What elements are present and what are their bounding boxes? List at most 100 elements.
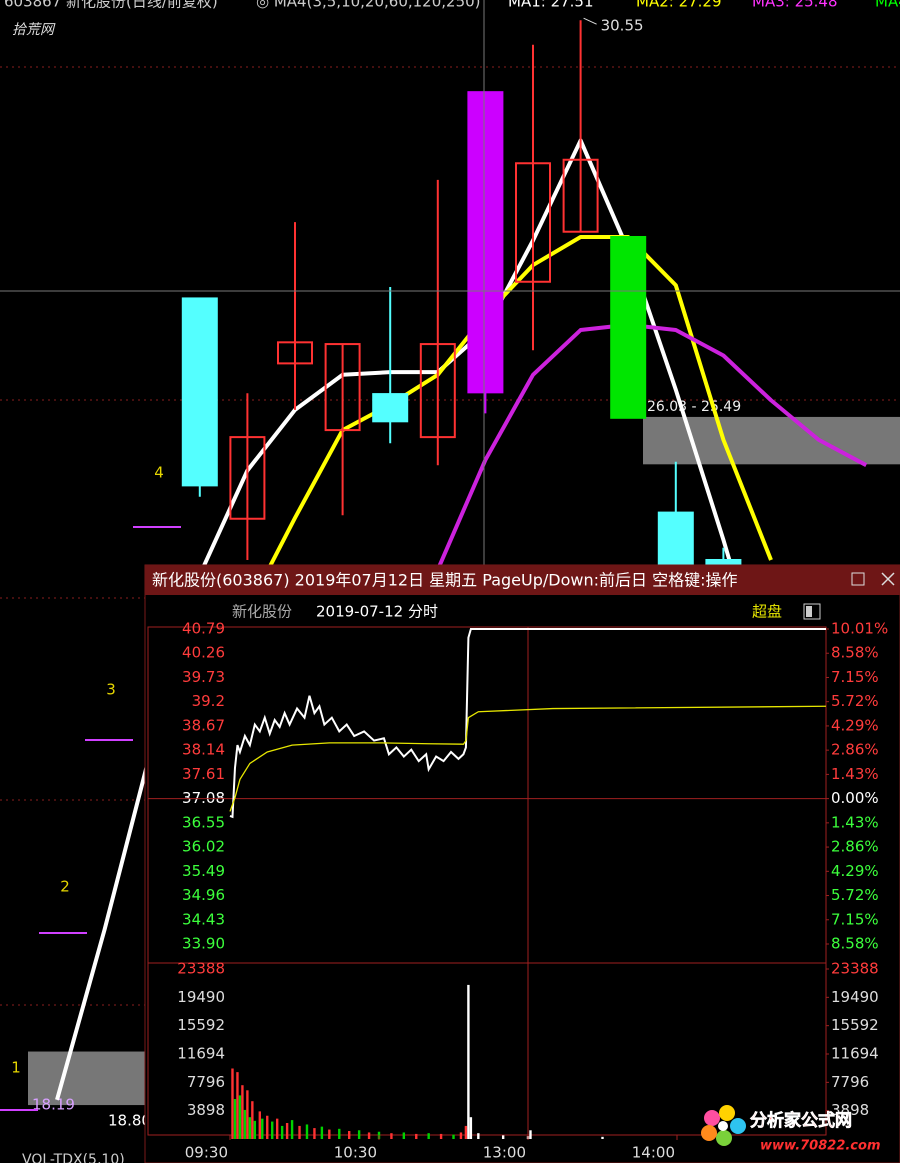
y2-tick-label: 4.29% (831, 862, 879, 880)
logo: 分析家公式网 www.70822.com (701, 1105, 881, 1154)
window-title: 新化股份(603867) 2019年07月12日 星期五 PageUp/Down… (152, 571, 737, 590)
volume-bar (320, 1126, 324, 1139)
header-ma2: MA2: 27.29 (636, 0, 722, 11)
x-tick-label: 14:00 (632, 1144, 675, 1162)
overlay-button[interactable]: 超盘 (752, 603, 782, 621)
volume-bar (338, 1128, 341, 1139)
y-tick-label-right: 19490 (831, 988, 879, 1006)
annotation-label: 30.55 (601, 17, 644, 35)
header-stock: 603867 新化股份(日线/前复权) (4, 0, 218, 11)
volume-bar (529, 1130, 532, 1139)
toggle-icon[interactable] (803, 603, 821, 620)
volume-bar (236, 1072, 239, 1139)
volume-bar (501, 1135, 505, 1139)
y2-tick-label: 10.01% (831, 620, 888, 638)
volume-bar (298, 1125, 301, 1139)
volume-bar (427, 1133, 430, 1139)
y-tick-label: 15592 (177, 1016, 225, 1034)
x-tick-label: 09:30 (185, 1144, 228, 1162)
volume-bar (464, 1125, 468, 1139)
toggle-icon-fill (806, 606, 812, 617)
y2-tick-label: 0.00% (831, 789, 879, 807)
zone-label: 18.80 (108, 1112, 151, 1130)
header-ma3: MA3: 25.48 (752, 0, 838, 11)
y2-tick-label: 2.86% (831, 838, 879, 856)
volume-bar (469, 1117, 473, 1139)
volume-bar (241, 1085, 244, 1139)
candle-body (277, 341, 313, 365)
logo-petal (701, 1125, 717, 1141)
volume-bar (439, 1133, 443, 1139)
daily-chart: 26.03 - 25.49 18.19 18.80 30.55 1 2 3 4 (0, 17, 900, 1130)
volume-bar (258, 1111, 261, 1139)
watermark: 拾荒网 (12, 22, 56, 38)
candle-body (467, 91, 504, 394)
restore-button[interactable] (851, 572, 865, 586)
logo-petal (704, 1110, 720, 1126)
y-tick-label: 11694 (177, 1045, 225, 1063)
y-tick-label: 37.61 (182, 765, 225, 783)
title-bar (145, 565, 900, 595)
volume-bar (248, 1117, 252, 1139)
y-tick-label: 38.14 (182, 741, 225, 759)
y-tick-label-right: 3898 (831, 1101, 869, 1119)
logo-url: www.70822.com (760, 1139, 881, 1154)
logo-petal (716, 1130, 732, 1146)
y-tick-label-right: 15592 (831, 1016, 879, 1034)
volume-bar (467, 984, 470, 1139)
window-frame (144, 564, 900, 1163)
zone-label: 18.19 (32, 1096, 75, 1114)
volume-bar (285, 1123, 289, 1139)
volume-bar (266, 1115, 269, 1139)
volume-bar (348, 1131, 351, 1139)
close-button[interactable] (881, 572, 895, 586)
volume-bar (271, 1121, 274, 1139)
indicator-label: VOL-TDX(5,10) (22, 1152, 125, 1163)
y-tick-label: 40.26 (182, 644, 225, 662)
volume-bar (390, 1133, 393, 1139)
average-line (229, 705, 827, 812)
y2-tick-label: 8.58% (831, 644, 879, 662)
y-tick-label-right: 11694 (831, 1045, 879, 1063)
y2-tick-label: 5.72% (831, 886, 879, 904)
y-tick-label: 36.02 (182, 838, 225, 856)
x-tick-label: 10:30 (334, 1144, 377, 1162)
background-grid (0, 66, 900, 1006)
volume-bar (415, 1133, 418, 1139)
y2-tick-label: 7.15% (831, 910, 879, 928)
volume-bar (601, 1136, 604, 1139)
volume-bar (357, 1130, 361, 1139)
volume-bar (275, 1118, 279, 1139)
annotation-arrow (583, 17, 597, 25)
price-zone (643, 416, 900, 465)
volume-bar (238, 1095, 242, 1139)
price-zone (28, 1051, 145, 1106)
y-tick-label: 39.73 (182, 668, 225, 686)
volume-bar (328, 1129, 331, 1139)
y-tick-label: 33.90 (182, 935, 225, 953)
volume-bar (305, 1124, 309, 1139)
x-tick-label: 13:00 (483, 1144, 526, 1162)
logo-petal (719, 1105, 735, 1121)
y-tick-label: 38.67 (182, 716, 225, 734)
y-tick-label: 23388 (177, 960, 225, 978)
volume-bar (246, 1090, 249, 1139)
candle-body (419, 343, 456, 439)
signal-label: 4 (154, 464, 164, 482)
volume-bar (231, 1068, 234, 1139)
signal-label: 3 (106, 681, 116, 699)
y-tick-label: 3898 (187, 1101, 225, 1119)
moving-average-line (435, 322, 868, 571)
header-ma1: MA1: 27.51 (508, 0, 594, 11)
plot-border (147, 626, 827, 1136)
y-tick-label: 40.79 (182, 620, 225, 638)
volume-bar (452, 1134, 455, 1139)
y-tick-label: 36.55 (182, 813, 225, 831)
price-line (229, 628, 826, 819)
y2-tick-label: 1.43% (831, 765, 879, 783)
y2-tick-label: 2.86% (831, 741, 879, 759)
y-tick-label-right: 7796 (831, 1073, 869, 1091)
logo-petal (730, 1118, 746, 1134)
volume-bar (459, 1132, 463, 1139)
